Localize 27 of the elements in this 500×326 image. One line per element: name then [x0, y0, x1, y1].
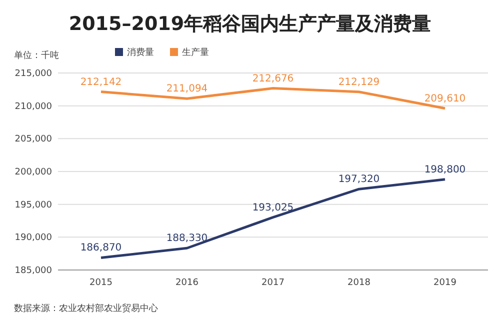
y-tick-label: 200,000: [14, 168, 52, 178]
x-tick-label: 2019: [434, 278, 457, 288]
x-tick-label: 2017: [262, 278, 284, 288]
y-tick-label: 195,000: [14, 200, 52, 210]
x-tick-label: 2018: [348, 278, 371, 288]
data-label: 197,320: [338, 174, 380, 186]
data-label: 186,870: [80, 242, 122, 254]
data-label: 211,094: [166, 84, 208, 95]
chart-title: 2015–2019年稻谷国内生产产量及消费量: [68, 13, 432, 35]
y-tick-label: 205,000: [14, 134, 52, 145]
data-label: 212,129: [338, 76, 380, 88]
legend-label: 生产量: [182, 47, 209, 58]
data-label: 193,025: [252, 202, 294, 214]
data-label: 212,142: [80, 76, 122, 88]
y-tick-label: 190,000: [14, 233, 52, 244]
data-label: 212,676: [252, 73, 294, 84]
source-note: 数据来源：农业农村部农业贸易中心: [14, 303, 158, 314]
text: 单位：千吨: [14, 50, 59, 61]
x-tick-label: 2015: [90, 278, 112, 288]
data-label: 209,610: [424, 93, 466, 104]
y-tick-label: 215,000: [14, 69, 52, 79]
y-tick-label: 210,000: [14, 102, 52, 112]
x-tick-label: 2016: [176, 278, 199, 288]
data-label: 188,330: [166, 233, 208, 244]
y-tick-label: 185,000: [14, 266, 52, 276]
legend-label: 消费量: [127, 47, 154, 58]
data-label: 198,800: [424, 164, 466, 176]
